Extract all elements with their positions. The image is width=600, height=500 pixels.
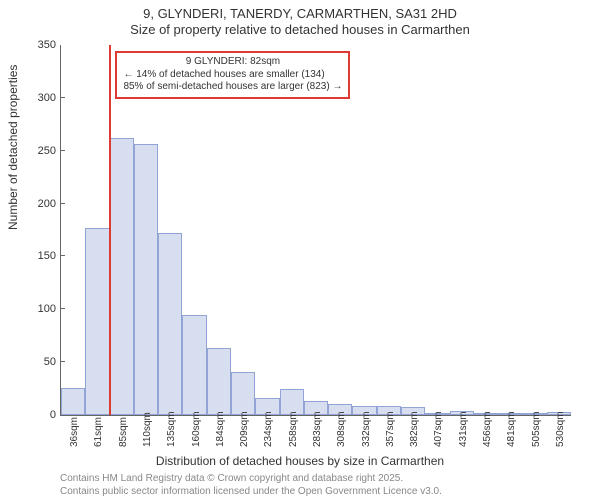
- gridline: [61, 150, 65, 151]
- callout-smaller: ← 14% of detached houses are smaller (13…: [123, 69, 342, 82]
- x-tick: 308sqm: [336, 411, 347, 447]
- y-tick: 300: [38, 92, 61, 104]
- gridline: [61, 203, 65, 204]
- x-axis-label: Distribution of detached houses by size …: [0, 454, 600, 468]
- footer-line-2: Contains public sector information licen…: [60, 486, 442, 497]
- x-tick: 283sqm: [312, 411, 323, 447]
- x-tick: 456sqm: [482, 411, 493, 447]
- histogram-bar: [231, 372, 255, 415]
- footer-attribution: Contains HM Land Registry data © Crown c…: [60, 473, 442, 498]
- footer-line-1: Contains HM Land Registry data © Crown c…: [60, 473, 403, 484]
- histogram-bar: [207, 348, 231, 415]
- chart-container: 9, GLYNDERI, TANERDY, CARMARTHEN, SA31 2…: [0, 0, 600, 500]
- x-tick: 332sqm: [361, 411, 372, 447]
- x-tick: 407sqm: [433, 411, 444, 447]
- x-tick: 209sqm: [239, 411, 250, 447]
- y-tick: 50: [44, 356, 61, 368]
- y-axis-label: Number of detached properties: [6, 65, 20, 230]
- gridline: [61, 361, 65, 362]
- x-tick: 481sqm: [506, 411, 517, 447]
- y-tick: 200: [38, 198, 61, 210]
- x-tick: 234sqm: [263, 411, 274, 447]
- histogram-bar: [110, 138, 134, 415]
- plot-area: 05010015020025030035036sqm61sqm85sqm110s…: [60, 45, 571, 416]
- x-tick: 431sqm: [458, 411, 469, 447]
- gridline: [61, 97, 65, 98]
- y-tick: 0: [50, 409, 61, 421]
- x-tick: 61sqm: [93, 417, 104, 447]
- y-tick: 350: [38, 39, 61, 51]
- x-tick: 258sqm: [288, 411, 299, 447]
- histogram-bar: [182, 315, 206, 415]
- callout-larger: 85% of semi-detached houses are larger (…: [123, 81, 342, 94]
- gridline: [61, 255, 65, 256]
- x-tick: 110sqm: [142, 412, 153, 447]
- histogram-bar: [158, 233, 182, 415]
- x-tick: 357sqm: [385, 411, 396, 447]
- chart-title-1: 9, GLYNDERI, TANERDY, CARMARTHEN, SA31 2…: [0, 6, 600, 21]
- marker-callout: 9 GLYNDERI: 82sqm← 14% of detached house…: [115, 51, 350, 99]
- y-tick: 100: [38, 303, 61, 315]
- callout-title: 9 GLYNDERI: 82sqm: [123, 56, 342, 69]
- property-marker-line: [109, 45, 111, 415]
- x-tick: 184sqm: [215, 411, 226, 447]
- x-tick: 160sqm: [191, 411, 202, 447]
- x-tick: 36sqm: [69, 417, 80, 447]
- gridline: [61, 308, 65, 309]
- y-tick: 150: [38, 250, 61, 262]
- histogram-bar: [85, 228, 109, 415]
- x-tick: 382sqm: [409, 411, 420, 447]
- chart-title-2: Size of property relative to detached ho…: [0, 22, 600, 37]
- x-tick: 135sqm: [166, 411, 177, 447]
- x-tick: 505sqm: [531, 411, 542, 447]
- histogram-bar: [134, 144, 158, 415]
- x-tick: 530sqm: [555, 411, 566, 447]
- y-tick: 250: [38, 145, 61, 157]
- histogram-bar: [61, 388, 85, 415]
- x-tick: 85sqm: [118, 417, 129, 447]
